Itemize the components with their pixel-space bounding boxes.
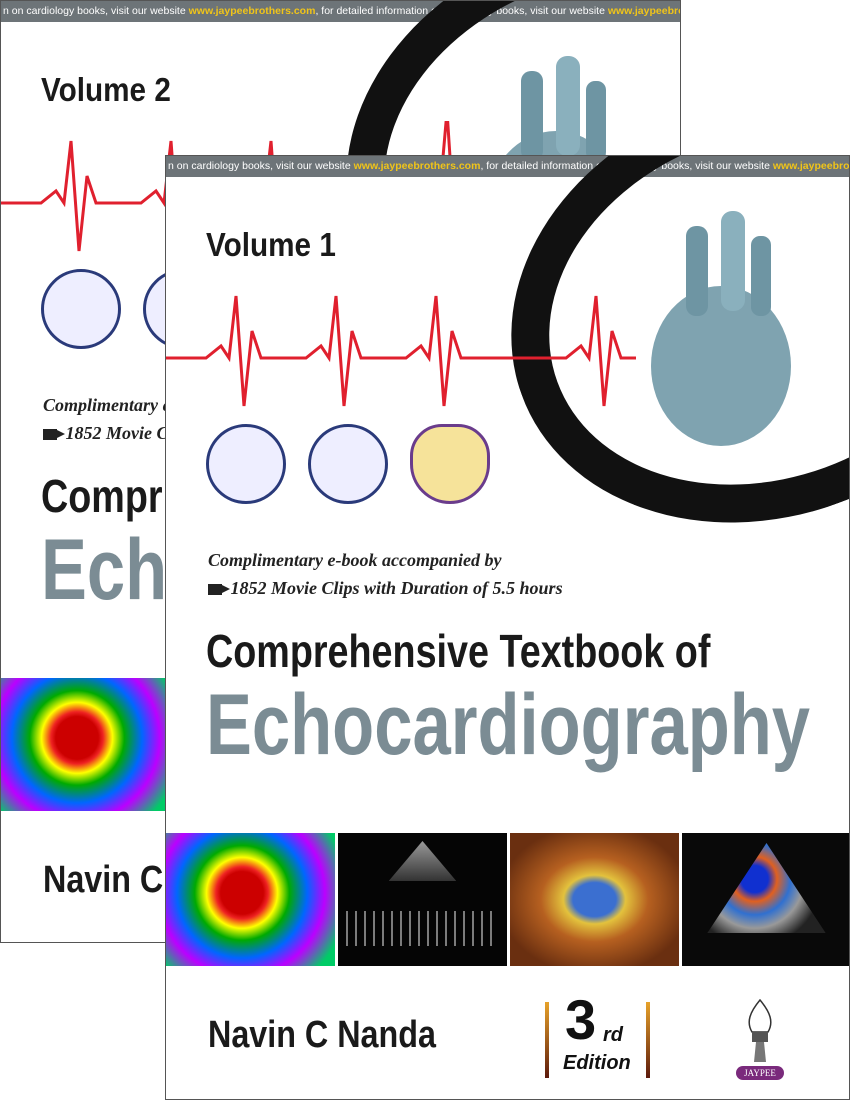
publisher-name: JAYPEE <box>736 1066 784 1080</box>
ebook-note: Complimentary e-book accompanied by 1852… <box>208 546 563 602</box>
movie-clips-line: 1852 Movie Clips with Duration of 5.5 ho… <box>43 419 165 447</box>
isc-logo <box>41 269 121 349</box>
aacio-logo <box>308 424 388 504</box>
color-doppler-image <box>166 833 335 966</box>
heart-illustration <box>651 211 791 446</box>
society-logos <box>206 424 490 504</box>
ecg-line <box>166 295 636 407</box>
spectral-doppler-image <box>338 833 507 966</box>
iae-logo <box>410 424 490 504</box>
website-banner: n on cardiology books, visit our website… <box>1 1 680 22</box>
title-line-1: Comprehensive Textbook of <box>41 470 164 522</box>
volume-label: Volume 2 <box>41 71 171 108</box>
isc-logo <box>206 424 286 504</box>
echo-image-strip <box>166 833 849 966</box>
book-cover-volume-1: n on cardiology books, visit our website… <box>165 155 850 1100</box>
video-camera-icon <box>43 429 65 440</box>
complimentary-text: Complimentary e-book accompanied by <box>43 395 165 415</box>
edition-bar-left <box>545 1002 549 1078</box>
banner-text: n on cardiology books, visit our website <box>168 160 354 172</box>
banner-text: , for detailed information on cardiology… <box>315 5 608 17</box>
complimentary-text: Complimentary e-book accompanied by <box>208 550 502 570</box>
color-doppler-image <box>1 678 170 811</box>
banner-text: n on cardiology books, visit our website <box>3 5 189 17</box>
website-link: www.jaypeebrothers.com <box>772 160 850 172</box>
volume-label: Volume 1 <box>206 226 336 263</box>
website-link: www.jaypeebrothers.com <box>353 160 481 172</box>
title-line-2: Echocardiography <box>41 522 165 618</box>
torch-icon <box>748 998 772 1062</box>
edition-suffix: rd <box>603 1024 623 1046</box>
movie-clips-text: 1852 Movie Clips with Duration of 5.5 ho… <box>65 423 166 443</box>
edition-number: 3 <box>565 988 597 1051</box>
title-line-1: Comprehensive Textbook of <box>206 625 711 677</box>
publisher-logo: JAYPEE <box>736 998 784 1080</box>
website-link: www.jaypeebrothers.com <box>607 5 680 17</box>
website-banner: n on cardiology books, visit our website… <box>166 156 849 177</box>
video-camera-icon <box>208 584 230 595</box>
edition-bar-right <box>646 1002 650 1078</box>
website-link: www.jaypeebrothers.com <box>188 5 316 17</box>
author-name: Navin C Nanda <box>208 1014 436 1056</box>
color-flow-image <box>682 833 849 966</box>
movie-clips-text: 1852 Movie Clips with Duration of 5.5 ho… <box>230 578 563 598</box>
3d-echo-image <box>510 833 679 966</box>
edition-badge: 3 rd Edition <box>545 992 650 1078</box>
title-line-2: Echocardiography <box>206 677 811 773</box>
movie-clips-line: 1852 Movie Clips with Duration of 5.5 ho… <box>208 574 563 602</box>
author-name: Navin C Nanda <box>43 859 165 901</box>
banner-text: , for detailed information on cardiology… <box>480 160 773 172</box>
edition-word: Edition <box>563 1052 631 1074</box>
ebook-note: Complimentary e-book accompanied by 1852… <box>43 391 165 447</box>
